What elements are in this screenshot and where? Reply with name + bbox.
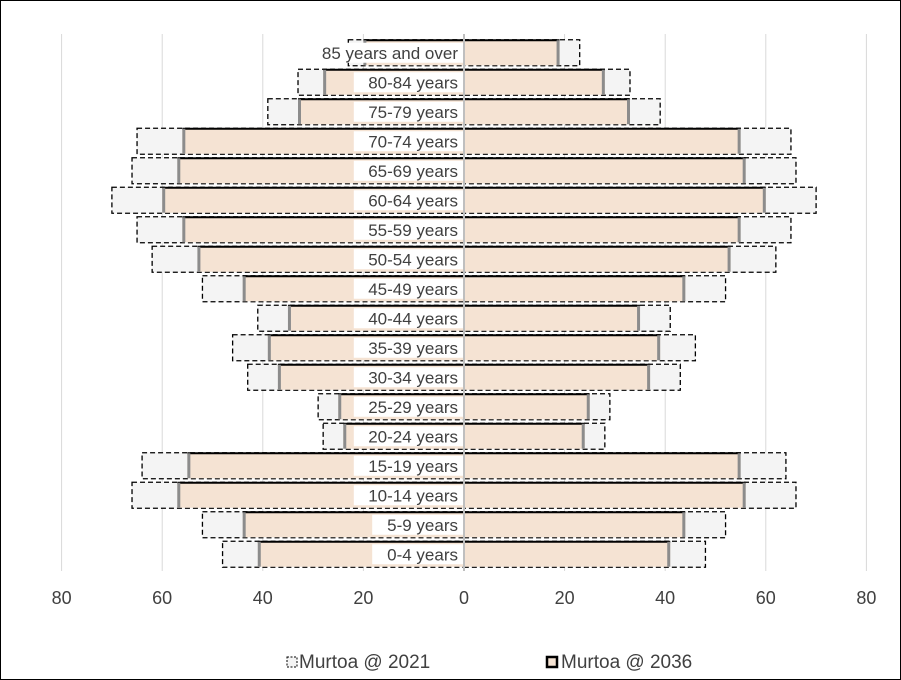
x-tick-label: 20 [555,588,575,608]
legend-swatch-2021 [286,656,298,668]
category-label-background [353,367,463,388]
category-label: 30-34 years [368,368,458,387]
category-label: 55-59 years [368,221,458,240]
category-label-background [372,544,463,565]
bar-2036-right [464,187,766,213]
category-label-background [298,42,463,63]
category-label-background [353,455,463,476]
category-label: 0-4 years [387,545,458,564]
legend-swatch-2036 [545,655,559,669]
category-label-background [353,485,463,506]
category-label-background [353,219,463,240]
bar-2036-right [464,276,686,302]
bar-2036-right [464,512,686,538]
category-label-background [372,514,463,535]
x-tick-label: 40 [253,588,273,608]
bar-2036-right [464,305,641,331]
category-label-background [353,72,463,93]
category-label-background [353,131,463,152]
category-label-background [353,160,463,181]
category-label-background [353,396,463,417]
bar-2036-right [464,40,560,66]
category-label: 35-39 years [368,339,458,358]
bar-2036-right [464,394,590,420]
category-label: 60-64 years [368,191,458,210]
category-label: 65-69 years [368,162,458,181]
bar-2036-right [464,69,605,95]
x-tick-label: 60 [152,588,172,608]
category-label: 5-9 years [387,516,458,535]
category-label: 40-44 years [368,309,458,328]
x-tick-label: 80 [856,588,876,608]
category-label-background [353,101,463,122]
legend: Murtoa @ 2021 Murtoa @ 2036 [286,652,692,673]
category-label-background [353,426,463,447]
category-label: 80-84 years [368,73,458,92]
category-label: 45-49 years [368,280,458,299]
bar-2036-right [464,364,651,390]
x-tick-label: 60 [756,588,776,608]
bar-2036-right [464,335,661,361]
category-label-background [353,278,463,299]
bar-2036-right [464,217,741,243]
x-tick-labels: 80 60 40 20 0 20 40 60 80 [52,588,877,608]
category-label: 10-14 years [368,486,458,505]
category-labels: 0-4 years 5-9 years 10-14 years 15-19 years… [298,42,463,565]
bar-2036-right [464,128,741,154]
category-label: 70-74 years [368,132,458,151]
category-label: 15-19 years [368,457,458,476]
category-label: 75-79 years [368,103,458,122]
bar-2036-right [464,158,746,184]
x-tick-label: 80 [52,588,72,608]
category-label-background [353,308,463,329]
bar-2036-right [464,246,731,272]
category-label: 50-54 years [368,250,458,269]
category-label-background [353,190,463,211]
bar-2036-right [464,541,671,567]
bar-2036-right [464,453,741,479]
category-label: 20-24 years [368,427,458,446]
legend-label-2036: Murtoa @ 2036 [561,652,692,673]
x-tick-label: 0 [459,588,469,608]
category-label: 25-29 years [368,398,458,417]
bar-2036-right [464,482,746,508]
category-label-background [353,337,463,358]
bar-2036-right [464,99,630,125]
x-tick-label: 40 [655,588,675,608]
legend-label-2021: Murtoa @ 2021 [299,652,430,673]
x-tick-label: 20 [353,588,373,608]
category-label-background [353,249,463,270]
category-label: 85 years and over [322,44,458,63]
bar-2036-right [464,423,585,449]
